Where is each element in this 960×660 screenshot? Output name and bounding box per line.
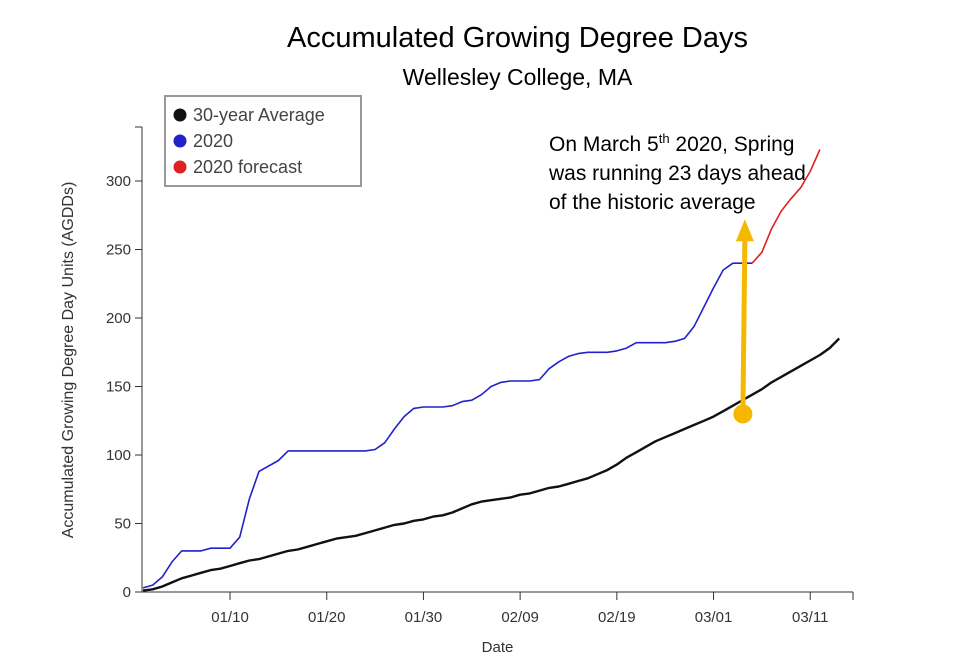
legend-box <box>164 95 362 187</box>
chart-subtitle: Wellesley College, MA <box>402 64 633 90</box>
series-line-average <box>142 337 841 592</box>
y-tick-label: 250 <box>106 242 131 259</box>
legend-item-2020: 2020 <box>193 131 233 151</box>
x-tick-label: 02/19 <box>598 609 636 626</box>
y-tick-label: 300 <box>106 173 131 190</box>
y-tick-label: 100 <box>106 447 131 464</box>
x-tick-label: 01/30 <box>405 609 443 626</box>
y-tick-label: 200 <box>106 310 131 327</box>
x-axis-title: Date <box>482 639 514 656</box>
series-line-2020 <box>142 262 753 589</box>
annotation-sup: th <box>658 131 670 146</box>
chart-legend: 30-year Average 2020 2020 forecast <box>164 95 362 187</box>
legend-marker <box>173 108 187 122</box>
y-tick-label: 150 <box>106 379 131 396</box>
arrow-start-dot <box>733 404 753 424</box>
annotation-text: On March 5th 2020, Spring was running 23… <box>549 124 809 217</box>
arrow-layer <box>733 219 754 424</box>
annotation-pre: On March 5 <box>549 133 659 156</box>
chart-lines <box>142 149 841 592</box>
x-tick-label: 03/01 <box>695 609 733 626</box>
x-tick-label: 03/11 <box>792 609 828 626</box>
chart-axes: 0 50 100 150 200 250 300 01/10 01/20 01/30 02/09 02… <box>60 126 854 656</box>
annotation-post: 2020, Spring was running 23 days ahead o… <box>549 133 806 214</box>
x-tick-label: 01/20 <box>308 609 346 626</box>
y-tick-label: 50 <box>114 516 131 533</box>
y-axis-title: Accumulated Growing Degree Day Units (AG… <box>60 182 77 539</box>
legend-item-forecast: 2020 forecast <box>193 157 302 177</box>
legend-item-average: 30-year Average <box>193 105 325 125</box>
arrow-head <box>735 219 754 242</box>
y-tick-label: 0 <box>123 584 131 601</box>
series-line-forecast <box>751 149 821 264</box>
x-tick-label: 02/09 <box>501 609 539 626</box>
arrow-shaft <box>740 239 748 414</box>
legend-marker <box>173 160 187 174</box>
chart-title: Accumulated Growing Degree Days <box>287 22 748 54</box>
x-tick-label: 01/10 <box>211 609 249 626</box>
legend-marker <box>173 134 187 148</box>
